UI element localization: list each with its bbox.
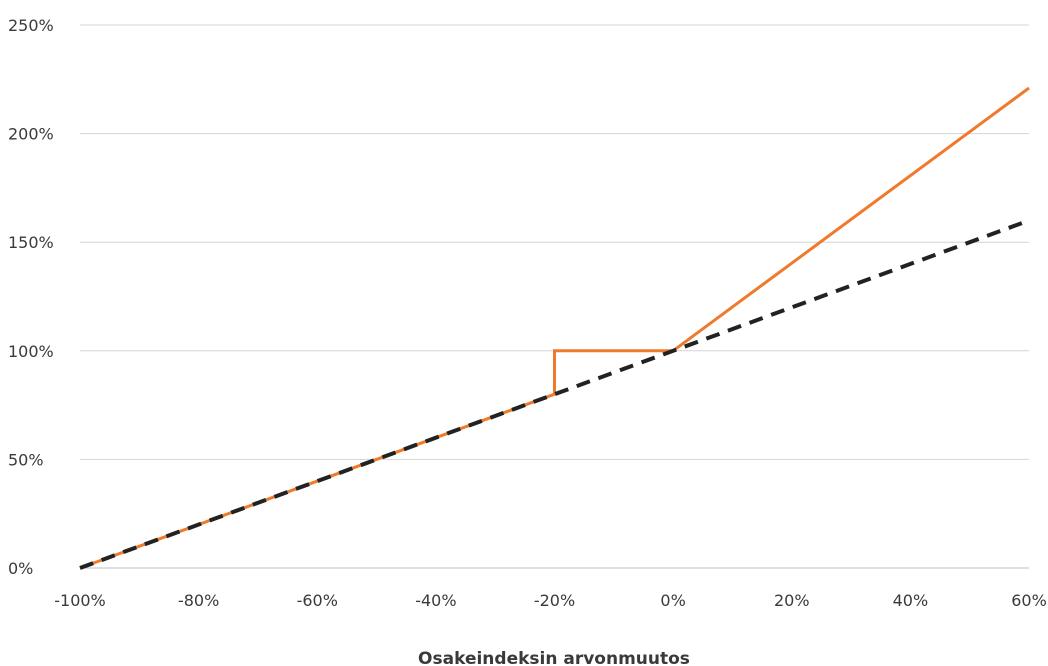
x-axis-tick-labels: -100% -80% -60% -40% -20% 0% 20% 40% 60% xyxy=(54,591,1047,610)
x-tick-label: -100% xyxy=(54,591,106,610)
y-tick-label: 150% xyxy=(8,233,54,252)
y-tick-label: 0% xyxy=(8,559,33,578)
x-tick-label: 60% xyxy=(1011,591,1047,610)
x-tick-label: -60% xyxy=(297,591,338,610)
x-tick-label: -20% xyxy=(534,591,575,610)
x-axis-title: Osakeindeksin arvonmuutos xyxy=(418,649,690,666)
dashed-series-line xyxy=(79,218,1030,570)
gridlines xyxy=(80,24,1029,569)
x-tick-label: 40% xyxy=(893,591,929,610)
x-tick-label: 0% xyxy=(660,591,685,610)
y-tick-label: 250% xyxy=(8,16,54,35)
y-tick-label: 200% xyxy=(8,125,54,144)
series-lines xyxy=(79,86,1030,570)
y-tick-label: 100% xyxy=(8,342,54,361)
solid-series-line xyxy=(79,86,1030,570)
x-tick-label: -40% xyxy=(415,591,456,610)
x-tick-label: 20% xyxy=(774,591,810,610)
y-axis-tick-labels: 0% 50% 100% 150% 200% 250% xyxy=(8,16,54,578)
y-tick-label: 50% xyxy=(8,450,44,469)
x-tick-label: -80% xyxy=(178,591,219,610)
